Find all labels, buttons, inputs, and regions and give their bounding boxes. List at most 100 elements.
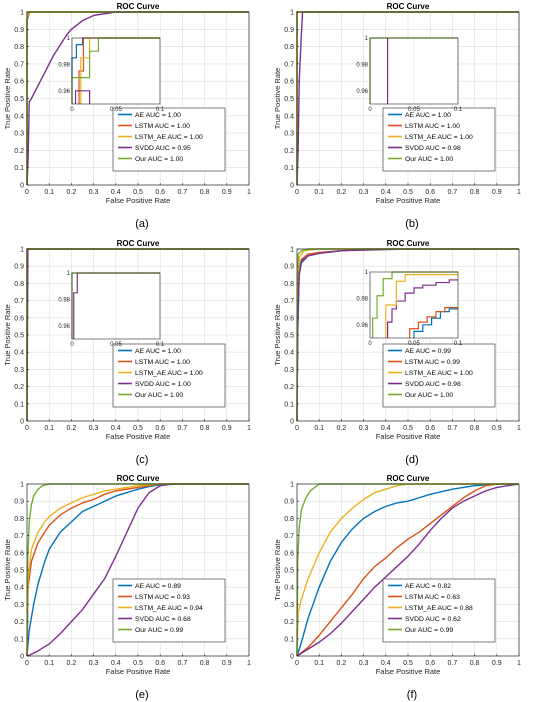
y-tick-label: 0.3: [284, 367, 294, 374]
x-tick-label: 0.3: [359, 425, 369, 432]
y-tick-label: 0.3: [14, 367, 24, 374]
y-tick-label: 0.2: [14, 619, 24, 626]
x-tick-label: 0.1: [44, 425, 54, 432]
inset-zoom: 0 0.05 0.1 0.96 0.98 1: [58, 36, 165, 113]
inset-x-tick-label: 0.1: [454, 341, 463, 347]
y-axis-label: True Positive Rate: [273, 539, 282, 600]
y-tick-label: 1: [290, 482, 294, 489]
x-tick-label: 0.2: [67, 660, 77, 667]
y-tick-label: 0.2: [14, 148, 24, 155]
legend-entry: LSTM_AE AUC = 0.88: [405, 605, 473, 612]
x-tick-label: 0.2: [67, 189, 77, 196]
y-tick-label: 0.9: [284, 27, 294, 34]
x-tick-label: 0.3: [89, 425, 99, 432]
x-tick-label: 1: [247, 425, 251, 432]
x-tick-label: 0.1: [314, 189, 324, 196]
inset-x-tick-label: 0.1: [156, 342, 165, 348]
inset-line-lstm_ae: [385, 274, 458, 338]
y-tick-label: 0.2: [284, 384, 294, 391]
x-tick-label: 0.2: [337, 660, 347, 667]
inset-x-tick-label: 0.05: [408, 341, 420, 347]
legend-entry: LSTM_AE AUC = 1.00: [405, 134, 473, 141]
x-tick-label: 0.6: [425, 189, 435, 196]
x-tick-label: 1: [517, 425, 521, 432]
inset-x-tick-label: 0.05: [408, 107, 420, 113]
legend-entry: SVDD AUC = 0.68: [135, 616, 191, 623]
legend-entry: LSTM_AE AUC = 0.94: [135, 605, 203, 612]
roc-chart-panel: 0 0.1 0.2 0.3 0.4 0.5 0.6 0.7 0.8 0.9 1 0 0.1 0.2 0.3 0…: [273, 474, 521, 701]
panel-label: (c): [136, 454, 149, 466]
x-tick-label: 0.8: [200, 425, 210, 432]
y-tick-label: 0.8: [284, 516, 294, 523]
y-tick-label: 0.9: [14, 27, 24, 34]
x-tick-label: 0.6: [155, 425, 165, 432]
x-tick-label: 0: [25, 425, 29, 432]
y-axis-label: True Positive Rate: [273, 68, 282, 129]
y-tick-label: 0.5: [284, 333, 294, 340]
x-tick-label: 0.5: [403, 660, 413, 667]
y-tick-label: 0.8: [284, 281, 294, 288]
x-axis-label: False Positive Rate: [376, 667, 441, 676]
inset-y-tick-label: 0.98: [356, 62, 368, 68]
x-tick-label: 0.4: [381, 425, 391, 432]
inset-y-tick-label: 0.98: [58, 297, 70, 303]
x-tick-label: 1: [247, 189, 251, 196]
inset-y-tick-label: 0.96: [58, 89, 70, 95]
x-tick-label: 0.2: [337, 425, 347, 432]
x-tick-label: 0.5: [133, 189, 143, 196]
y-tick-label: 0.5: [284, 568, 294, 575]
roc-chart-panel: 0 0.1 0.2 0.3 0.4 0.5 0.6 0.7 0.8 0.9 1 0 0.1 0.2 0.3 0…: [273, 2, 521, 230]
legend-entry: AE AUC = 0.99: [405, 348, 451, 355]
y-tick-label: 0: [290, 183, 294, 190]
y-tick-label: 0.9: [14, 499, 24, 506]
y-tick-label: 0: [20, 419, 24, 426]
y-tick-label: 0.8: [14, 44, 24, 51]
y-tick-label: 0.8: [14, 281, 24, 288]
y-tick-label: 0.4: [14, 350, 24, 357]
roc-chart-panel: 0 0.1 0.2 0.3 0.4 0.5 0.6 0.7 0.8 0.9 1 0 0.1 0.2 0.3 0…: [3, 239, 251, 466]
x-tick-label: 0.9: [492, 425, 502, 432]
inset-y-tick-label: 0.96: [356, 323, 368, 329]
x-tick-label: 0.9: [222, 425, 232, 432]
y-axis-label: True Positive Rate: [3, 304, 12, 365]
inset-y-tick-label: 0.98: [58, 62, 70, 68]
inset-box: [369, 271, 459, 339]
y-tick-label: 0.5: [284, 96, 294, 103]
panel-label: (a): [135, 218, 148, 230]
legend-entry: Our AUC = 1.00: [135, 156, 183, 163]
y-axis-label: True Positive Rate: [3, 68, 12, 129]
legend-entry: SVDD AUC = 0.98: [405, 145, 461, 152]
x-tick-label: 0: [25, 189, 29, 196]
x-tick-label: 0.6: [155, 189, 165, 196]
inset-y-tick-label: 1: [67, 36, 71, 42]
inset-y-tick-label: 0.98: [356, 296, 368, 302]
inset-y-tick-label: 0.96: [58, 324, 70, 330]
x-tick-label: 0.5: [403, 425, 413, 432]
y-tick-label: 0.7: [284, 61, 294, 68]
x-tick-label: 0.3: [359, 189, 369, 196]
legend-entry: LSTM AUC = 0.93: [135, 594, 190, 601]
y-tick-label: 0.5: [14, 333, 24, 340]
legend-box: [112, 107, 226, 172]
x-tick-label: 0.5: [133, 660, 143, 667]
legend-entry: SVDD AUC = 0.95: [135, 145, 191, 152]
x-tick-label: 0.7: [448, 425, 458, 432]
y-tick-label: 1: [290, 10, 294, 17]
legend-entry: LSTM AUC = 1.00: [405, 123, 460, 130]
y-tick-label: 1: [20, 10, 24, 17]
x-tick-label: 0.6: [425, 660, 435, 667]
legend-entry: Our AUC = 0.99: [135, 627, 183, 634]
y-tick-label: 0.5: [14, 96, 24, 103]
x-tick-label: 0.4: [111, 425, 121, 432]
chart-title: ROC Curve: [387, 239, 430, 248]
y-tick-label: 1: [290, 247, 294, 254]
x-tick-label: 0.7: [448, 189, 458, 196]
y-tick-label: 0.7: [284, 298, 294, 305]
chart-title: ROC Curve: [117, 474, 160, 483]
y-tick-label: 0.9: [284, 264, 294, 271]
legend-entry: AE AUC = 1.00: [135, 348, 181, 355]
legend-entry: AE AUC = 0.82: [405, 583, 451, 590]
legend-entry: AE AUC = 0.89: [135, 583, 181, 590]
x-tick-label: 0.1: [44, 189, 54, 196]
